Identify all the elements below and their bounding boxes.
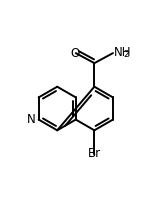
Text: N: N	[26, 113, 35, 126]
Text: O: O	[70, 47, 80, 60]
Text: 2: 2	[123, 50, 129, 59]
Text: NH: NH	[114, 46, 131, 59]
Text: Br: Br	[88, 147, 101, 160]
